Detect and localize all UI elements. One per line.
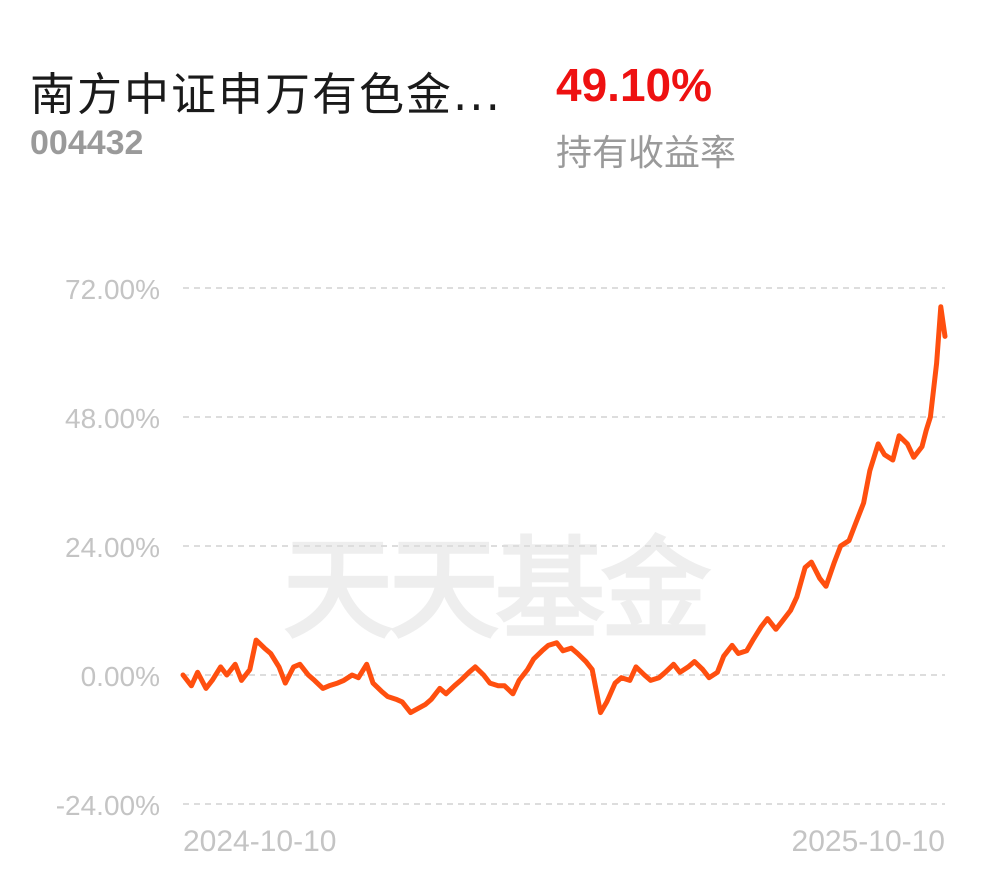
- y-tick-label: 48.00%: [65, 403, 160, 434]
- series-line: [180, 304, 948, 716]
- y-tick-label: -24.00%: [56, 790, 160, 821]
- fund-code: 004432: [30, 124, 144, 162]
- x-tick-label: 2024-10-10: [183, 825, 336, 858]
- series: [180, 304, 948, 716]
- y-tick-label: 24.00%: [65, 532, 160, 563]
- x-axis-tick-labels: 2024-10-10 2025-10-10: [183, 825, 945, 858]
- y-tick-label: 0.00%: [81, 661, 160, 692]
- x-tick-label: 2025-10-10: [792, 825, 945, 858]
- watermark: 天天基金: [283, 526, 712, 654]
- fund-name: 南方中证申万有色金...: [30, 68, 502, 121]
- y-tick-label: 72.00%: [65, 274, 160, 305]
- y-axis-tick-labels: 72.00% 48.00% 24.00% 0.00% -24.00%: [56, 274, 160, 821]
- holding-return-value: 49.10%: [556, 59, 713, 111]
- holding-return-label: 持有收益率: [556, 133, 737, 174]
